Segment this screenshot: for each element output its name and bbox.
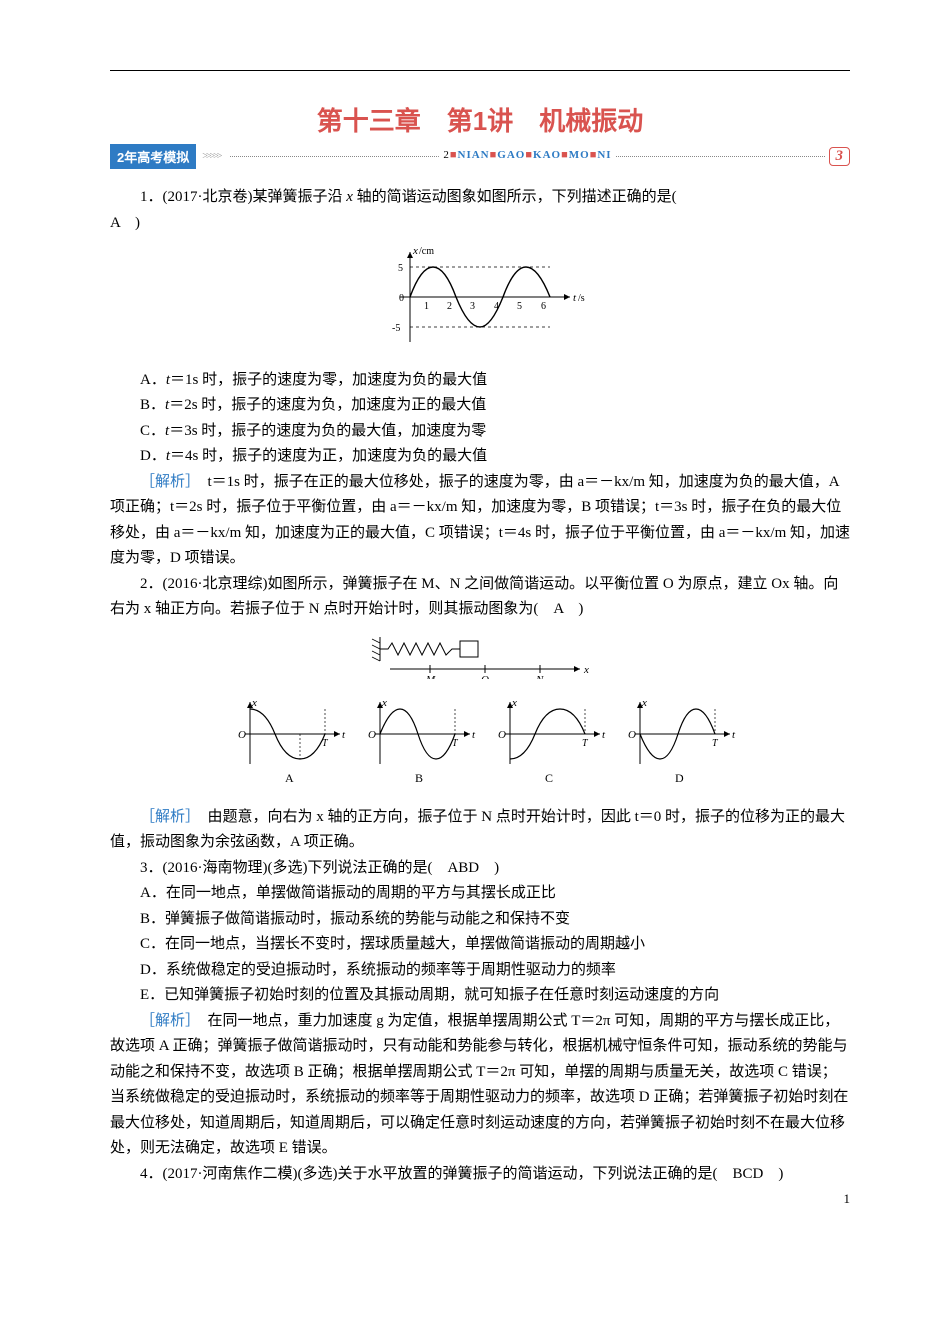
svg-text:O: O	[238, 729, 246, 741]
svg-text:T: T	[712, 738, 719, 749]
chapter-title: 第十三章 第1讲 机械振动	[110, 101, 850, 138]
svg-text:A: A	[285, 771, 294, 785]
top-rule	[110, 70, 850, 71]
section-end-badge: 3	[829, 147, 851, 166]
q3-optE: E．已知弹簧振子初始时刻的位置及其振动周期，就可知振子在任意时刻运动速度的方向	[110, 983, 850, 1009]
svg-text:x: x	[583, 664, 589, 676]
q1-analysis: ［解析］ t＝1s 时，振子在正的最大位移处，振子的速度为零，由 a＝－kx/m…	[110, 470, 850, 572]
svg-text:x: x	[641, 697, 647, 709]
section-badge: 2年高考模拟	[110, 144, 196, 169]
svg-text:T: T	[582, 738, 589, 749]
svg-text:3: 3	[470, 301, 475, 312]
svg-text:M: M	[425, 674, 436, 679]
page-number: 1	[844, 1191, 851, 1207]
svg-text:1: 1	[424, 301, 429, 312]
q3-stem: 3．(2016·海南物理)(多选)下列说法正确的是( ABD )	[110, 856, 850, 882]
q2-options-diagram: O x T t A O x T t B	[110, 694, 850, 799]
q3-analysis: ［解析］ 在同一地点，重力加速度 g 为定值，根据单摆周期公式 T＝2π 可知，…	[110, 1009, 850, 1162]
svg-text:O: O	[498, 729, 506, 741]
q2-analysis: ［解析］ 由题意，向右为 x 轴的正方向，振子位于 N 点时开始计时，因此 t＝…	[110, 805, 850, 856]
q1-stem-answer: A )	[110, 211, 850, 237]
svg-text:/cm: /cm	[419, 246, 434, 257]
svg-text:N: N	[535, 674, 544, 679]
q2-stem: 2．(2016·北京理综)如图所示，弹簧振子在 M、N 之间做简谐运动。以平衡位…	[110, 572, 850, 623]
svg-text:O: O	[481, 674, 489, 679]
q3-optB: B．弹簧振子做简谐振动时，振动系统的势能与动能之和保持不变	[110, 907, 850, 933]
svg-text:C: C	[545, 771, 553, 785]
q2-top-diagram: M O N x	[110, 629, 850, 689]
q3-optC: C．在同一地点，当摆长不变时，摆球质量越大，单摆做简谐振动的周期越小	[110, 932, 850, 958]
svg-text:t: t	[472, 729, 476, 741]
svg-text:O: O	[368, 729, 376, 741]
q1-options: A．t＝1s 时，振子的速度为零，加速度为负的最大值 B．t＝2s 时，振子的速…	[110, 368, 850, 470]
svg-text:T: T	[452, 738, 459, 749]
svg-text:0: 0	[399, 293, 404, 304]
svg-text:/s: /s	[578, 293, 585, 304]
svg-text:O: O	[628, 729, 636, 741]
svg-text:6: 6	[541, 301, 546, 312]
section-line: 2■NIAN■GAO■KAO■MO■NI	[230, 156, 824, 157]
svg-text:5: 5	[398, 263, 403, 274]
svg-text:x: x	[381, 697, 387, 709]
svg-text:x: x	[511, 697, 517, 709]
svg-text:4: 4	[494, 301, 499, 312]
svg-text:T: T	[322, 738, 329, 749]
q1-stem: 1．(2017·北京卷)某弹簧振子沿 x 轴的简谐运动图象如图所示，下列描述正确…	[110, 185, 850, 211]
svg-text:t: t	[342, 729, 346, 741]
q4-stem: 4．(2017·河南焦作二模)(多选)关于水平放置的弹簧振子的简谐运动，下列说法…	[110, 1162, 850, 1188]
svg-text:t: t	[602, 729, 606, 741]
svg-text:5: 5	[517, 301, 522, 312]
section-bar: 2年高考模拟 >>>>> 2■NIAN■GAO■KAO■MO■NI 3	[110, 144, 850, 169]
q3-optA: A．在同一地点，单摆做简谐振动的周期的平方与其摆长成正比	[110, 881, 850, 907]
svg-text:-5: -5	[392, 323, 400, 334]
svg-text:t: t	[732, 729, 736, 741]
svg-text:2: 2	[447, 301, 452, 312]
svg-text:D: D	[675, 771, 684, 785]
svg-text:t: t	[573, 292, 577, 304]
svg-text:B: B	[415, 771, 423, 785]
svg-text:x: x	[412, 245, 418, 257]
q1-chart: 1 2 3 4 5 6 5 0 -5 x/cm t/s	[110, 242, 850, 362]
arrows-icon: >>>>>	[202, 151, 220, 162]
section-line-label: 2■NIAN■GAO■KAO■MO■NI	[439, 149, 615, 161]
q3-optD: D．系统做稳定的受迫振动时，系统振动的频率等于周期性驱动力的频率	[110, 958, 850, 984]
svg-text:x: x	[251, 697, 257, 709]
